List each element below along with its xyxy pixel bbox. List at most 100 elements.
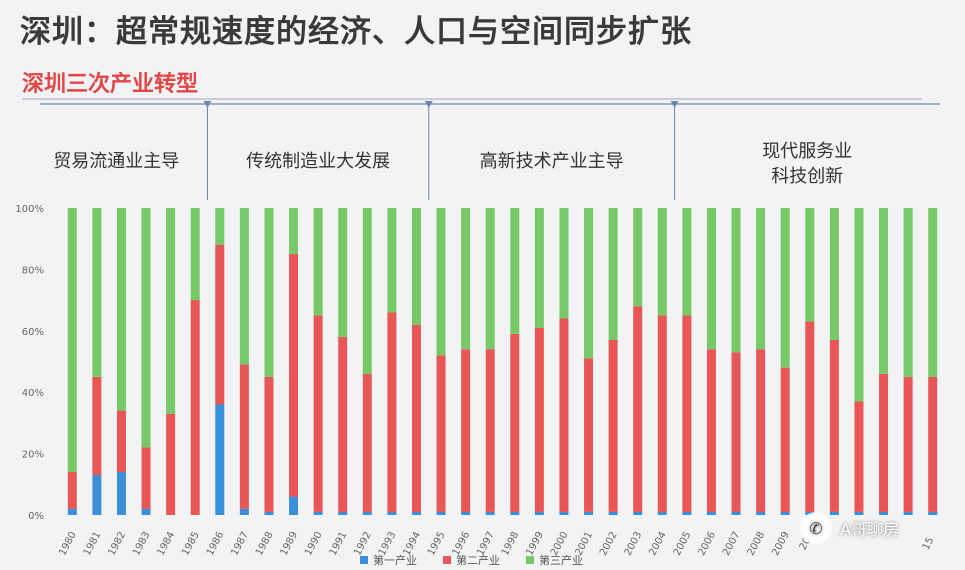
- bar-segment-1: [682, 511, 692, 515]
- chart-subtitle: 深圳三次产业转型: [22, 72, 199, 97]
- bar-segment-2: [387, 312, 397, 512]
- x-tick-label: 1981: [82, 530, 104, 558]
- bar-segment-1: [879, 511, 889, 515]
- bar-segment-3: [780, 208, 790, 368]
- bar-segment-2: [411, 324, 421, 512]
- x-tick-label: 1984: [156, 530, 178, 558]
- bar-segment-2: [928, 376, 938, 512]
- bar-segment-3: [461, 208, 471, 350]
- bar-segment-3: [657, 208, 667, 316]
- y-tick-label: 0%: [28, 511, 44, 522]
- bar-segment-1: [854, 511, 864, 515]
- bar-segment-1: [633, 511, 643, 515]
- bar-segment-1: [215, 404, 225, 515]
- y-tick-label: 100%: [15, 204, 44, 215]
- legend-item-secondary: 第二产业: [443, 552, 500, 568]
- bar-segment-2: [780, 367, 790, 512]
- bar-segment-3: [264, 208, 274, 377]
- chart-legend: 第一产业 第二产业 第三产业: [360, 552, 583, 568]
- x-tick-label: 1980: [57, 530, 79, 558]
- x-tick-label: 1987: [229, 530, 251, 558]
- bar-segment-1: [903, 511, 913, 515]
- bar-segment-1: [706, 511, 716, 515]
- bar-segment-1: [116, 472, 126, 515]
- x-tick-label: 2007: [721, 530, 743, 558]
- bar-segment-2: [190, 300, 200, 515]
- bar-segment-3: [92, 208, 102, 377]
- x-tick-label: 1982: [106, 530, 128, 558]
- x-tick-label: 1988: [254, 530, 276, 558]
- stage-label: 科技创新: [771, 166, 843, 187]
- bar-segment-2: [362, 373, 372, 512]
- bar-segment-1: [608, 511, 618, 515]
- slide-title: 深圳：超常规速度的经济、人口与空间同步扩张: [20, 14, 692, 50]
- bar-segment-2: [338, 336, 348, 512]
- watermark-text: A哥聊房: [840, 520, 899, 539]
- bar-segment-1: [780, 511, 790, 515]
- legend-item-primary: 第一产业: [360, 552, 417, 568]
- bar-segment-1: [67, 508, 77, 515]
- bar-segment-1: [461, 511, 471, 515]
- x-tick-label: 1986: [205, 530, 227, 558]
- bar-segment-2: [116, 410, 126, 473]
- legend-label-tertiary: 第三产业: [539, 554, 583, 567]
- bar-segment-3: [879, 208, 889, 374]
- bar-segment-3: [706, 208, 716, 350]
- bar-segment-3: [584, 208, 594, 359]
- bar-segment-2: [166, 413, 176, 515]
- bar-segment-3: [289, 208, 299, 255]
- bar-segment-1: [657, 511, 667, 515]
- bar-segment-3: [239, 208, 249, 365]
- bar-segment-2: [682, 315, 692, 512]
- bar-segment-3: [608, 208, 618, 341]
- legend-swatch-tertiary: [526, 556, 534, 564]
- x-tick-label: 2003: [623, 530, 645, 558]
- x-tick-label: 2005: [672, 530, 694, 558]
- divider-line: [22, 98, 922, 100]
- legend-swatch-primary: [360, 556, 368, 564]
- bar-segment-2: [485, 349, 495, 512]
- bar-segment-3: [510, 208, 520, 334]
- bar-segment-1: [928, 511, 938, 515]
- x-tick-label: 1991: [328, 530, 350, 558]
- bar-segment-1: [559, 511, 569, 515]
- legend-swatch-secondary: [443, 556, 451, 564]
- bar-segment-3: [313, 208, 323, 316]
- bar-segment-1: [338, 511, 348, 515]
- bar-segment-3: [190, 208, 200, 301]
- bar-segment-2: [657, 315, 667, 512]
- bar-segment-2: [436, 355, 446, 512]
- bar-segment-1: [289, 496, 299, 515]
- bar-segment-1: [387, 511, 397, 515]
- bar-segment-3: [903, 208, 913, 377]
- legend-item-tertiary: 第三产业: [526, 552, 583, 568]
- bar-segment-2: [706, 349, 716, 512]
- bar-segment-1: [141, 508, 151, 515]
- x-tick-label: 2009: [770, 530, 792, 558]
- bar-segment-3: [411, 208, 421, 325]
- bar-segment-2: [829, 340, 839, 512]
- bar-segment-2: [559, 318, 569, 512]
- x-tick-label: 1983: [131, 530, 153, 558]
- bar-segment-2: [215, 244, 225, 405]
- bar-segment-3: [485, 208, 495, 350]
- bar-segment-3: [215, 208, 225, 245]
- bar-segment-3: [166, 208, 176, 414]
- x-tick-label: 1989: [279, 530, 301, 558]
- bar-segment-2: [92, 376, 102, 476]
- bar-segment-1: [584, 511, 594, 515]
- bar-segment-1: [264, 511, 274, 515]
- bar-segment-1: [362, 511, 372, 515]
- bar-segment-3: [559, 208, 569, 319]
- bar-segment-1: [436, 511, 446, 515]
- bar-segment-1: [313, 511, 323, 515]
- x-tick-label: 2008: [746, 530, 768, 558]
- bar-segment-1: [731, 511, 741, 515]
- bar-segment-2: [239, 364, 249, 509]
- bar-segment-1: [829, 511, 839, 515]
- bar-segment-2: [67, 472, 77, 509]
- bar-segment-2: [510, 333, 520, 512]
- y-tick-label: 40%: [22, 388, 44, 399]
- bar-segment-2: [608, 340, 618, 512]
- bar-segment-3: [682, 208, 692, 316]
